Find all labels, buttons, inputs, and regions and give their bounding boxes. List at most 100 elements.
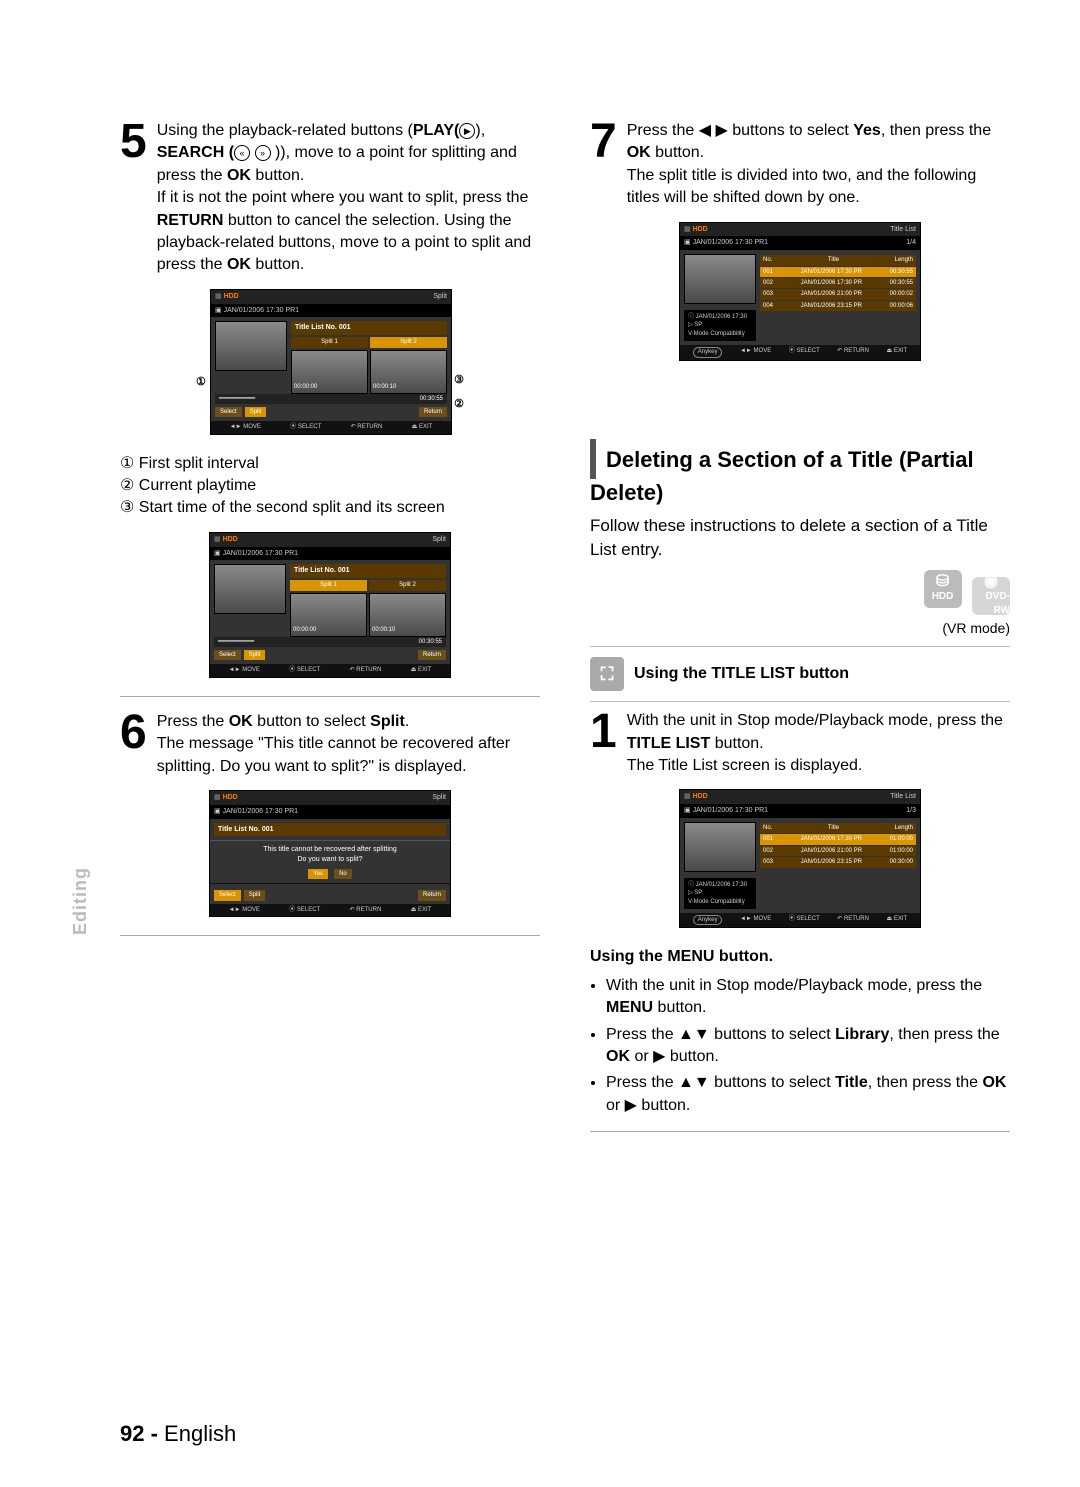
text: button to select: [253, 713, 370, 730]
callout-2: ② Current playtime: [120, 475, 540, 497]
cell: 003: [763, 290, 773, 298]
text-bold: Split: [370, 713, 405, 730]
shot-timestamp: JAN/01/2006 17:30 PR1: [693, 807, 769, 814]
cell: JAN/01/2006 23:15 PR: [801, 302, 862, 310]
info-sp: SP: [694, 890, 702, 896]
text-bold: TITLE LIST: [627, 735, 711, 752]
callout-1-marker: ①: [196, 375, 206, 390]
step-6: 6 Press the OK button to select Split. T…: [120, 711, 540, 778]
cell: JAN/01/2006 17:30 PR: [801, 835, 862, 843]
down-icon: [694, 1026, 710, 1043]
text: button.: [651, 144, 704, 161]
dialog-line-2: Do you want to split?: [212, 855, 448, 865]
step-number: 6: [120, 711, 151, 754]
cell: 00:30:00: [890, 858, 913, 866]
shot-device: HDD: [693, 793, 708, 800]
col-length: Length: [895, 256, 913, 264]
heading-text: Deleting a Section of a Title (Partial D…: [590, 446, 974, 504]
col-length: Length: [895, 824, 913, 832]
btn-return: Return: [418, 650, 446, 660]
split-time-1: 00:00:00: [293, 626, 316, 634]
title-list-no: Title List No. 001: [214, 823, 446, 837]
callout-2-marker: ②: [454, 397, 464, 412]
menu-block: Using the MENU button. With the unit in …: [590, 946, 1010, 1117]
text-bold: MENU: [606, 999, 653, 1016]
shot-page: 1/4: [906, 238, 916, 248]
text: The split title is divided into two, and…: [627, 167, 977, 206]
up-icon: [678, 1074, 694, 1091]
text: button.: [710, 735, 763, 752]
text: .: [405, 713, 409, 730]
right-icon: [625, 1097, 637, 1114]
down-icon: [694, 1074, 710, 1091]
text-bold: SEARCH (: [157, 144, 234, 161]
list-item: Press the buttons to select Library, the…: [606, 1024, 1010, 1069]
split-thumb-2: 00:00:10: [370, 350, 447, 394]
preview-thumbnail: [684, 254, 756, 304]
shot-device: HDD: [693, 226, 708, 233]
step-5: 5 Using the playback-related buttons (PL…: [120, 120, 540, 277]
text-bold: RETURN: [157, 212, 224, 229]
preview-thumbnail: [215, 321, 287, 371]
left-column: 5 Using the playback-related buttons (PL…: [120, 120, 540, 1146]
right-column: 7 Press the buttons to select Yes, then …: [590, 120, 1010, 1146]
cell: 01:00:00: [890, 835, 913, 843]
footer-return: ↶ RETURN: [350, 906, 382, 914]
screenshot-split-1: ① ③ ② ▦ HDDSplit ▣ JAN/01/2006 17:30 PR1…: [210, 289, 450, 435]
shot-device: HDD: [224, 293, 239, 300]
callout-3-marker: ③: [454, 373, 464, 388]
info-vmode: V-Mode Compatibility: [688, 330, 752, 338]
shot-timestamp: JAN/01/2006 17:30 PR1: [223, 550, 299, 557]
left-icon: [699, 122, 711, 139]
shot-timestamp: JAN/01/2006 17:30 PR1: [224, 307, 300, 314]
text: If it is not the point where you want to…: [157, 189, 529, 206]
preview-thumbnail: [214, 564, 286, 614]
cell: 01:00:00: [890, 847, 913, 855]
cell: 001: [763, 835, 773, 843]
step-number: 1: [590, 710, 621, 753]
section-heading: Deleting a Section of a Title (Partial D…: [590, 443, 1010, 507]
shot-title: Split: [432, 535, 446, 545]
dialog-line-1: This title cannot be recovered after spl…: [212, 845, 448, 855]
dialog-yes: Yes: [308, 869, 328, 879]
footer-move: ◄► MOVE: [229, 906, 260, 914]
text-bold: PLAY(: [413, 122, 460, 139]
page-lang: English: [164, 1421, 236, 1446]
split-thumb-1: 00:00:00: [290, 593, 367, 637]
list-item: With the unit in Stop mode/Playback mode…: [606, 975, 1010, 1020]
list-item: Press the buttons to select Title, then …: [606, 1072, 1010, 1117]
cell: JAN/01/2006 17:30 PR: [801, 268, 862, 276]
up-icon: [678, 1026, 694, 1043]
footer-exit: ⏏ EXIT: [887, 915, 908, 925]
section-desc: Follow these instructions to delete a se…: [590, 514, 1010, 562]
separator: [120, 935, 540, 936]
text: Press the: [606, 1074, 678, 1091]
text: With the unit in Stop mode/Playback mode…: [606, 977, 982, 994]
cell: 00:00:02: [890, 290, 913, 298]
text: , then press the: [881, 122, 991, 139]
footer-move: ◄► MOVE: [740, 347, 771, 357]
footer-select: ⦿ SELECT: [289, 906, 320, 914]
subhead-text: Using the TITLE LIST button: [634, 663, 849, 685]
sub-heading: ⛶ Using the TITLE LIST button: [590, 657, 1010, 691]
step-number: 5: [120, 120, 151, 163]
screenshot-title-list-b: ▦ HDDTitle List ▣ JAN/01/2006 17:30 PR11…: [679, 789, 921, 928]
text: buttons to select: [728, 122, 853, 139]
btn-return: Return: [419, 407, 447, 417]
separator: [590, 1131, 1010, 1132]
step-7: 7 Press the buttons to select Yes, then …: [590, 120, 1010, 210]
footer-exit: ⏏ EXIT: [411, 906, 432, 914]
text: Press the: [606, 1026, 678, 1043]
text-bold: OK: [227, 256, 251, 273]
cell: 00:00:06: [890, 302, 913, 310]
text-bold: Yes: [853, 122, 881, 139]
preview-thumbnail: [684, 822, 756, 872]
hdd-icon: ⛁HDD: [924, 570, 962, 608]
title-list-no: Title List No. 001: [290, 564, 446, 578]
callout-1: ① First split interval: [120, 453, 540, 475]
footer-return: ↶ RETURN: [350, 666, 382, 674]
anykey-icon: Anykey: [693, 915, 723, 925]
footer-select: ⦿ SELECT: [789, 915, 820, 925]
right-icon: [653, 1048, 665, 1065]
shot-timestamp: JAN/01/2006 17:30 PR1: [693, 239, 769, 246]
